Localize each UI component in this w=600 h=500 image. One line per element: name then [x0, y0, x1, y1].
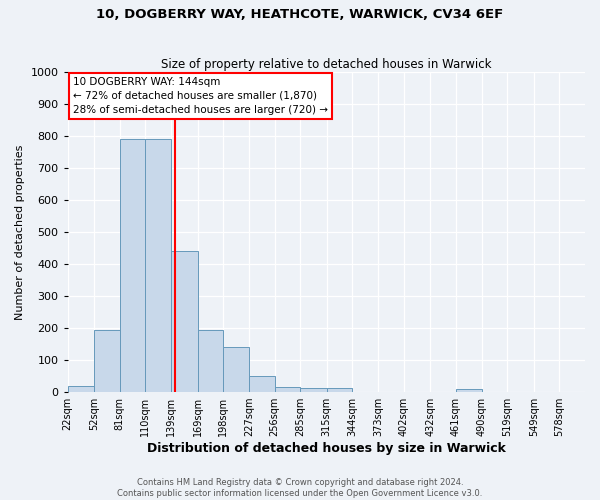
Bar [223, 348, 249, 392]
Text: 10, DOGBERRY WAY, HEATHCOTE, WARWICK, CV34 6EF: 10, DOGBERRY WAY, HEATHCOTE, WARWICK, CV… [97, 8, 503, 20]
Bar [120, 140, 145, 392]
Text: Contains HM Land Registry data © Crown copyright and database right 2024.
Contai: Contains HM Land Registry data © Crown c… [118, 478, 482, 498]
Bar [145, 140, 171, 392]
Bar [275, 388, 300, 392]
Text: 10 DOGBERRY WAY: 144sqm
← 72% of detached houses are smaller (1,870)
28% of semi: 10 DOGBERRY WAY: 144sqm ← 72% of detache… [73, 77, 328, 115]
X-axis label: Distribution of detached houses by size in Warwick: Distribution of detached houses by size … [147, 442, 506, 455]
Bar [249, 376, 275, 392]
Bar [197, 330, 223, 392]
Bar [171, 252, 197, 392]
Bar [327, 388, 352, 392]
Bar [94, 330, 120, 392]
Bar [456, 389, 482, 392]
Title: Size of property relative to detached houses in Warwick: Size of property relative to detached ho… [161, 58, 491, 71]
Bar [300, 388, 327, 392]
Y-axis label: Number of detached properties: Number of detached properties [15, 144, 25, 320]
Bar [68, 386, 94, 392]
